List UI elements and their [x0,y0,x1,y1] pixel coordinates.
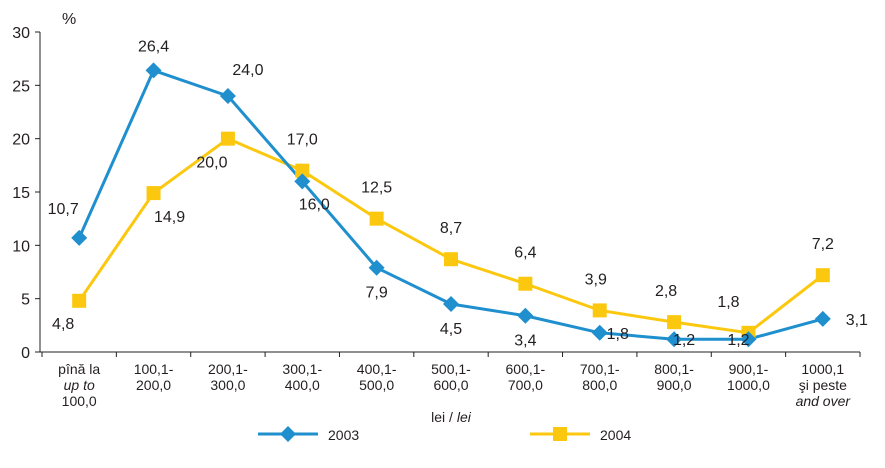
data-label-2004: 1,8 [717,294,739,311]
marker-2003 [280,426,296,442]
x-tick-label: 600,1-700,0 [506,361,546,393]
marker-2003 [368,259,385,276]
x-tick-label: 500,1-600,0 [431,361,471,393]
data-label-2004: 20,0 [196,155,227,172]
x-tick-label: 1000,1 şi peste and over [796,361,852,409]
y-tick-label: 5 [21,292,30,309]
marker-2004 [444,252,458,267]
marker-2004 [146,186,161,201]
marker-2003 [666,331,683,348]
x-tick-label: 400,1-500,0 [357,361,397,393]
data-label-2003: 26,4 [138,38,169,55]
marker-2004 [667,315,682,330]
marker-2003 [517,307,534,324]
data-label-2003: 1,2 [673,332,695,349]
legend-item-2004: 2004 [530,427,631,443]
marker-2004 [369,211,384,226]
marker-2003 [219,88,236,104]
data-label-2003: 1,2 [727,332,749,349]
y-tick-label: 0 [21,345,30,362]
y-tick-label: 30 [12,25,30,42]
x-tick-label: 800,1-900,0 [654,361,694,393]
legend-item-2003: 2003 [258,426,359,443]
data-label-2004: 3,9 [585,271,607,288]
marker-2004 [815,268,830,283]
marker-2003 [71,229,88,246]
marker-2004 [518,276,533,291]
data-label-2003: 24,0 [232,62,263,79]
data-label-2003: 4,5 [440,321,462,338]
x-axis-ticks: pînă la up to 100,0 100,1-200,0 200,1-300,0 3… [41,352,861,425]
data-label-2004: 6,4 [514,245,536,262]
x-tick-label: pînă la up to 100,0 [58,361,100,409]
data-label-2004: 4,8 [52,316,74,333]
series-markers [71,62,831,348]
data-label-2003: 3,1 [846,312,868,329]
data-label-2004: 12,5 [361,180,392,197]
x-tick-label: 300,1-400,0 [282,361,322,393]
data-label-2004: 7,2 [812,236,834,253]
x-tick-label: 100,1-200,0 [134,361,174,393]
data-label-2003: 1,8 [607,326,629,343]
data-label-2003: 16,0 [299,196,330,213]
data-label-2003: 7,9 [366,285,388,302]
y-tick-label: 15 [12,185,30,202]
x-tick-label: 700,1-800,0 [580,361,620,393]
x-tick-label: 200,1-300,0 [208,361,248,393]
data-label-2004: 14,9 [154,209,185,226]
data-label-2004: 2,8 [655,283,677,300]
marker-2004 [220,131,235,146]
marker-2003 [591,324,608,341]
marker-2003 [814,310,831,327]
data-label-2004: 8,7 [440,220,462,237]
x-tick-label: 900,1-1000,0 [727,361,770,393]
legend-label-2003: 2003 [328,427,359,443]
chart-legend: 2003 2004 [258,426,631,443]
marker-2004 [592,303,607,318]
y-axis-unit-label: % [62,11,76,28]
y-tick-label: 20 [12,132,30,149]
x-axis-title: lei / lei [431,409,472,425]
marker-2004 [553,427,567,441]
marker-2004 [72,293,87,308]
data-label-2003: 10,7 [48,201,79,218]
data-label-2004: 17,0 [287,132,318,149]
y-axis-ticks: 0 5 10 15 20 25 30 [12,25,40,362]
marker-2003 [294,173,311,190]
data-label-2003: 3,4 [514,333,536,350]
marker-2003 [145,62,162,79]
marker-2003 [740,331,757,348]
marker-2003 [443,296,459,312]
y-tick-label: 10 [12,238,30,255]
y-tick-label: 25 [12,78,30,95]
marker-2004 [295,163,310,178]
legend-label-2004: 2004 [600,427,631,443]
data-labels: 10,7 26,4 24,0 16,0 7,9 4,5 3,4 1,8 1,2 1,2 3,1 4,8… [48,38,868,349]
